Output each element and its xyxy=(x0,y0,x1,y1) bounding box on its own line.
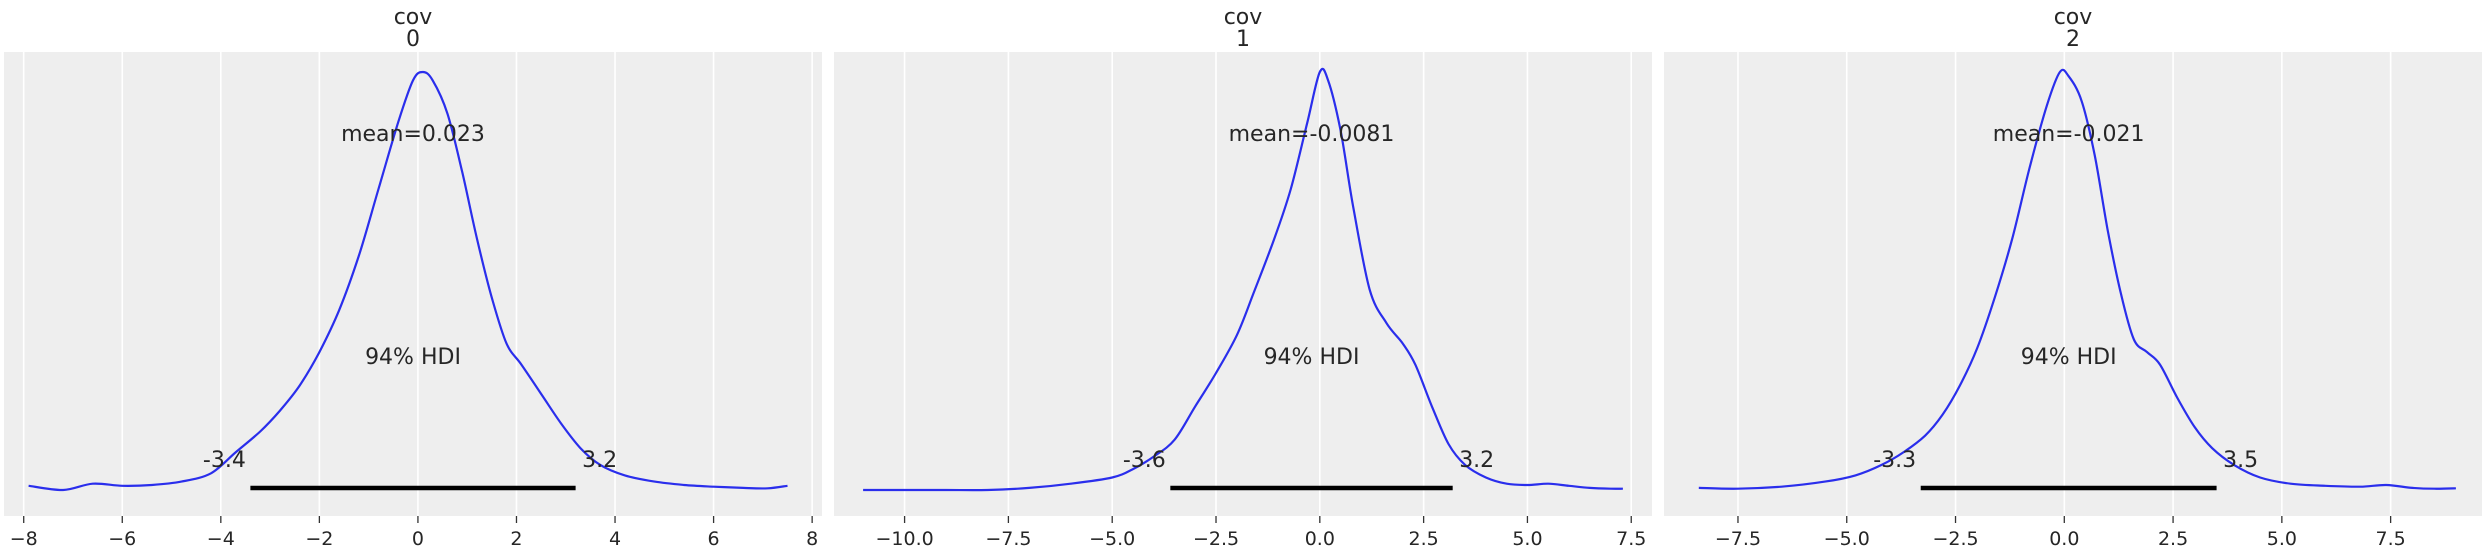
x-tick-label: 0.0 xyxy=(2049,528,2079,550)
x-tick-label: 7.5 xyxy=(1616,528,1646,550)
x-tick-label: −8 xyxy=(10,528,38,550)
kde-density-line xyxy=(1698,68,2456,490)
subplot-title-line2: 2 xyxy=(2066,27,2080,52)
subplot-cov-2: −7.5 −5.0 −2.5 0.0 2.5 5.0 7.5 cov 2 mean=-0.0… xyxy=(1664,5,2482,550)
subplot-cov-1: −10.0 −7.5 −5.0 −2.5 0.0 2.5 5.0 7.5 cov 1 mean… xyxy=(834,5,1652,550)
x-tick-label: 0.0 xyxy=(1305,528,1335,550)
subplot-title-line2: 0 xyxy=(406,27,420,52)
grid-lines xyxy=(22,52,813,516)
hdi-low-label: -3.6 xyxy=(1123,448,1166,473)
x-tick-label: −7.5 xyxy=(1715,528,1761,550)
x-tick-label: −2.5 xyxy=(1193,528,1239,550)
hdi-annotation: 94% HDI xyxy=(2021,345,2117,370)
subplot-title-line2: 1 xyxy=(1236,27,1250,52)
hdi-annotation: 94% HDI xyxy=(365,345,461,370)
x-tick-label: 7.5 xyxy=(2376,528,2406,550)
subplot-background xyxy=(4,52,822,516)
x-tick-label: −7.5 xyxy=(985,528,1031,550)
x-tick-label: 4 xyxy=(609,528,621,550)
mean-annotation: mean=0.023 xyxy=(341,122,485,147)
x-axis-ticks: −8 −6 −4 −2 0 2 4 6 8 xyxy=(10,516,818,550)
hdi-high-label: 3.2 xyxy=(1459,448,1494,473)
hdi-annotation: 94% HDI xyxy=(1264,345,1360,370)
x-tick-label: −5.0 xyxy=(1089,528,1135,550)
x-tick-label: −4 xyxy=(207,528,235,550)
x-tick-label: 2.5 xyxy=(1409,528,1439,550)
x-axis-ticks: −10.0 −7.5 −5.0 −2.5 0.0 2.5 5.0 7.5 xyxy=(875,516,1646,550)
x-tick-label: 2.5 xyxy=(2158,528,2188,550)
subplot-background xyxy=(834,52,1652,516)
subplot-title-line1: cov xyxy=(394,5,433,30)
x-tick-label: −6 xyxy=(108,528,136,550)
x-tick-label: −2.5 xyxy=(1932,528,1978,550)
hdi-high-label: 3.5 xyxy=(2223,448,2258,473)
x-tick-label: −2 xyxy=(305,528,333,550)
grid-lines xyxy=(1737,52,2392,516)
grid-lines xyxy=(903,52,1633,516)
x-tick-label: −5.0 xyxy=(1824,528,1870,550)
subplot-title-line1: cov xyxy=(2054,5,2093,30)
x-tick-label: 8 xyxy=(806,528,818,550)
hdi-high-label: 3.2 xyxy=(582,448,617,473)
hdi-low-label: -3.4 xyxy=(203,448,246,473)
x-tick-label: 0 xyxy=(412,528,424,550)
x-tick-label: 6 xyxy=(708,528,720,550)
x-tick-label: 5.0 xyxy=(1512,528,1542,550)
subplot-cov-0: −8 −6 −4 −2 0 2 4 6 8 cov 0 mean=0.023 94% HDI -… xyxy=(4,5,822,550)
mean-annotation: mean=-0.0081 xyxy=(1229,122,1395,147)
x-tick-label: −10.0 xyxy=(875,528,933,550)
x-tick-label: 5.0 xyxy=(2267,528,2297,550)
hdi-low-label: -3.3 xyxy=(1873,448,1916,473)
subplot-background xyxy=(1664,52,2482,516)
kde-density-line xyxy=(28,70,788,492)
mean-annotation: mean=-0.021 xyxy=(1993,122,2145,147)
kde-density-line xyxy=(863,67,1623,492)
subplot-title-line1: cov xyxy=(1224,5,1263,30)
x-tick-label: 2 xyxy=(510,528,522,550)
x-axis-ticks: −7.5 −5.0 −2.5 0.0 2.5 5.0 7.5 xyxy=(1715,516,2406,550)
